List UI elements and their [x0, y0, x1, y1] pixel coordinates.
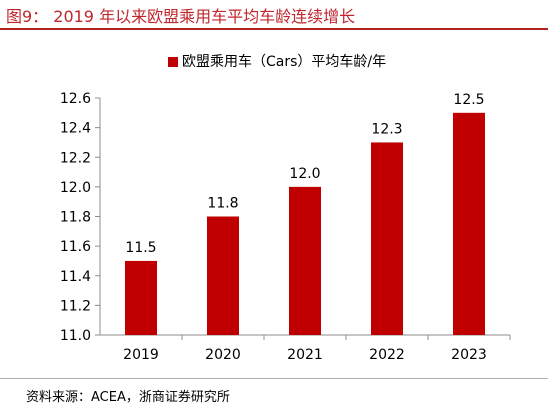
x-tick-label: 2020 [205, 347, 241, 363]
y-tick-label: 12.6 [60, 91, 91, 107]
data-label: 12.5 [453, 92, 484, 108]
x-tick-label: 2019 [123, 347, 159, 363]
legend-label: 欧盟乘用车（Cars）平均车龄/年 [182, 53, 386, 70]
bar [453, 112, 485, 335]
x-tick-label: 2022 [369, 347, 405, 363]
source-note: 资料来源：ACEA，浙商证券研究所 [26, 390, 230, 405]
y-tick-label: 11.2 [60, 298, 91, 314]
title-divider [0, 28, 548, 30]
bar [207, 216, 239, 335]
y-tick-label: 11.0 [60, 328, 91, 344]
data-label: 12.0 [289, 166, 320, 182]
y-tick-label: 12.0 [60, 180, 91, 196]
data-label: 12.3 [371, 121, 402, 137]
x-tick-label: 2023 [451, 347, 487, 363]
y-tick-label: 11.4 [60, 269, 91, 285]
figure-title: 图9： 2019 年以来欧盟乘用车平均车龄连续增长 [6, 7, 356, 26]
y-tick-label: 11.8 [60, 210, 91, 226]
source-divider [0, 378, 548, 379]
bar [125, 260, 157, 335]
y-tick-label: 12.2 [60, 150, 91, 166]
legend-swatch [168, 57, 178, 67]
y-tick-label: 11.6 [60, 239, 91, 255]
legend: 欧盟乘用车（Cars）平均车龄/年 [168, 53, 386, 70]
x-tick-label: 2021 [287, 347, 323, 363]
bar [289, 186, 321, 335]
plot-area: 11.0 11.2 11.4 11.6 11.8 12.0 12.2 12.4 12.6 11.5… [60, 91, 511, 363]
data-label: 11.8 [207, 196, 238, 212]
y-tick-label: 12.4 [60, 121, 91, 137]
bar [371, 142, 403, 335]
data-label: 11.5 [125, 240, 156, 256]
